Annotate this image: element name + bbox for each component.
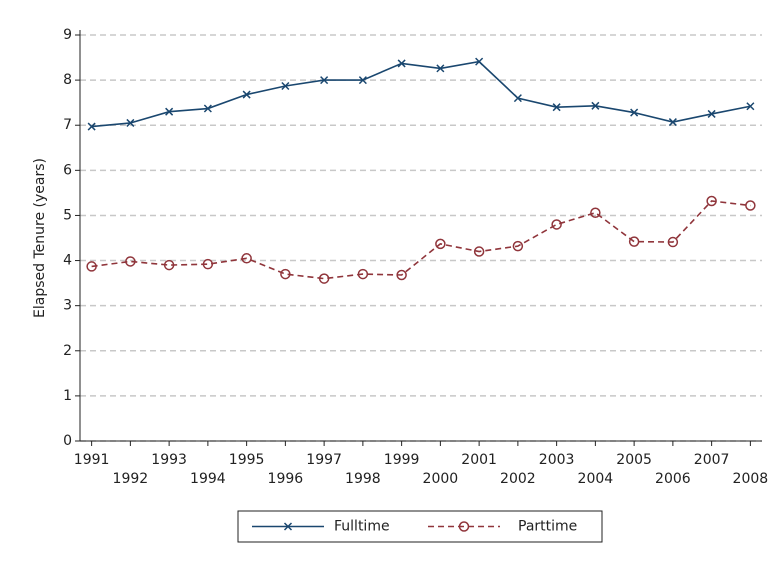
- marker: [707, 109, 716, 118]
- marker: [513, 94, 522, 103]
- x-tick-label: 2000: [423, 471, 459, 487]
- marker: [475, 57, 484, 66]
- marker: [280, 268, 291, 280]
- x-tick-label: 2002: [500, 471, 536, 487]
- marker: [590, 207, 601, 218]
- y-tick-label: 7: [63, 117, 72, 133]
- marker: [125, 256, 136, 267]
- marker: [667, 236, 679, 248]
- y-tick-label: 1: [63, 388, 72, 404]
- x-tick-label: 2001: [461, 452, 497, 468]
- marker: [241, 253, 252, 264]
- series-line: [91, 60, 751, 128]
- x-tick-label: 1994: [190, 471, 226, 487]
- legend-label: Parttime: [518, 519, 577, 535]
- marker: [436, 64, 445, 73]
- x-tick-label: 1999: [384, 452, 420, 468]
- x-tick-label: 2003: [539, 452, 575, 468]
- x-tick-label: 2007: [694, 452, 730, 468]
- marker: [512, 240, 524, 252]
- x-tick-label: 2004: [578, 471, 614, 487]
- x-tick-label: 1993: [151, 452, 187, 468]
- legend-marker: [283, 522, 293, 531]
- marker: [745, 200, 756, 211]
- marker: [165, 107, 174, 116]
- marker: [126, 118, 135, 127]
- marker: [163, 259, 175, 271]
- y-tick-label: 6: [63, 162, 72, 178]
- marker: [435, 238, 446, 250]
- x-tick-label: 2006: [655, 471, 691, 487]
- marker: [358, 76, 367, 85]
- y-tick-label: 3: [63, 298, 72, 314]
- marker: [202, 258, 214, 270]
- x-tick-label: 2005: [616, 452, 652, 468]
- y-axis-title: Elapsed Tenure (years): [32, 158, 48, 318]
- marker: [706, 195, 717, 207]
- marker: [746, 102, 755, 111]
- x-tick-label: 1995: [229, 452, 265, 468]
- marker: [396, 269, 407, 281]
- x-tick-label: 2008: [733, 471, 769, 487]
- marker: [668, 118, 677, 127]
- x-tick-label: 1998: [345, 471, 381, 487]
- y-tick-label: 9: [63, 27, 72, 43]
- marker: [628, 236, 640, 247]
- y-tick-label: 0: [63, 433, 72, 449]
- legend-marker: [458, 521, 470, 532]
- y-tick-label: 8: [63, 72, 72, 88]
- marker: [281, 81, 290, 91]
- x-tick-label: 1997: [306, 452, 342, 468]
- marker: [630, 108, 639, 117]
- y-tick-label: 2: [63, 343, 72, 359]
- x-tick-label: 1996: [268, 471, 304, 487]
- marker: [87, 122, 96, 131]
- marker: [318, 273, 330, 284]
- marker: [203, 104, 212, 113]
- marker: [86, 261, 97, 272]
- marker: [552, 103, 561, 112]
- marker: [320, 76, 329, 85]
- legend-label: Fulltime: [334, 519, 390, 535]
- marker: [473, 246, 485, 257]
- marker: [397, 59, 406, 68]
- x-tick-label: 1991: [74, 452, 110, 468]
- marker: [551, 219, 562, 230]
- marker: [591, 101, 600, 110]
- series-line: [91, 200, 751, 280]
- marker: [242, 90, 251, 99]
- x-tick-label: 1992: [113, 471, 149, 487]
- y-tick-label: 5: [63, 207, 72, 223]
- y-tick-label: 4: [63, 253, 72, 269]
- marker: [357, 268, 369, 280]
